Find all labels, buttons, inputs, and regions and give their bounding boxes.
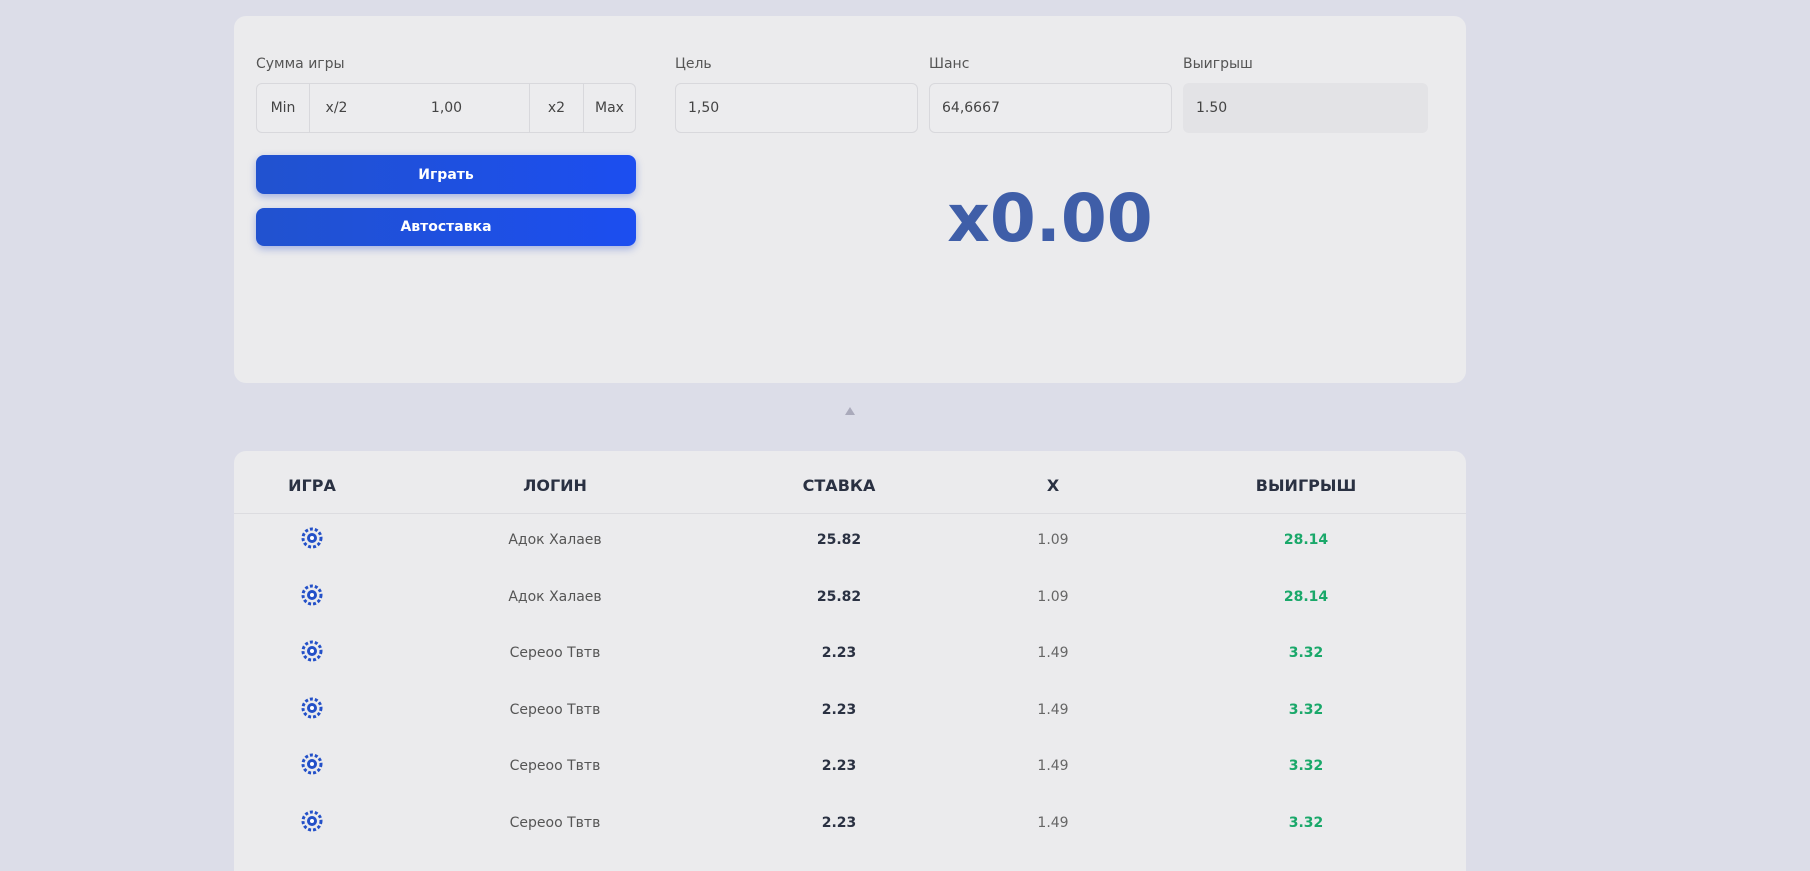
login: Адок Халаев	[508, 532, 602, 548]
bet-panel	[234, 16, 1466, 383]
header-divider	[234, 513, 1466, 514]
win-amount: 3.32	[1288, 645, 1324, 661]
bet-label: Сумма игры	[256, 56, 345, 72]
multiplier-value: 1.49	[1037, 702, 1069, 718]
page: Сумма игры Min x/2 1,00 x2 Max Цель 1,50…	[234, 16, 1466, 871]
login: Сереоо Твтв	[509, 702, 601, 718]
win-amount: 28.14	[1283, 532, 1329, 548]
game-icon	[301, 753, 323, 775]
multiplier-value: 1.49	[1037, 815, 1069, 831]
play-button[interactable]: Играть	[256, 155, 636, 194]
column-header: СТАВКА	[802, 476, 876, 495]
win-amount: 3.32	[1288, 758, 1324, 774]
column-header: ВЫИГРЫШ	[1255, 476, 1357, 495]
login: Сереоо Твтв	[509, 645, 601, 661]
login: Сереоо Твтв	[509, 758, 601, 774]
win-amount: 28.14	[1283, 589, 1329, 605]
max-button[interactable]: Max	[583, 83, 636, 133]
collapse-arrow[interactable]	[844, 406, 856, 416]
login: Сереоо Твтв	[509, 815, 601, 831]
target-label: Цель	[675, 56, 712, 72]
column-header: ИГРА	[288, 476, 336, 495]
game-icon	[301, 810, 323, 832]
target-input[interactable]: 1,50	[675, 83, 918, 133]
game-icon	[301, 697, 323, 719]
multiplier: x0.00	[947, 180, 1153, 257]
multiplier-value: 1.09	[1037, 532, 1069, 548]
bet-amount: 2.23	[821, 645, 857, 661]
payout-label: Выигрыш	[1183, 56, 1253, 72]
bet-amount: 25.82	[816, 589, 862, 605]
multiplier-value: 1.09	[1037, 589, 1069, 605]
history-table	[234, 451, 1466, 871]
half-button[interactable]: x/2	[309, 83, 364, 133]
win-amount: 3.32	[1288, 815, 1324, 831]
multiplier-value: 1.49	[1037, 645, 1069, 661]
multiplier-value: 1.49	[1037, 758, 1069, 774]
bet-amount: 25.82	[816, 532, 862, 548]
bet-amount: 2.23	[821, 815, 857, 831]
win-amount: 3.32	[1288, 702, 1324, 718]
chance-label: Шанс	[929, 56, 970, 72]
column-header: ЛОГИН	[523, 476, 587, 495]
bet-input[interactable]: 1,00	[363, 83, 530, 133]
payout-field: 1.50	[1183, 83, 1428, 133]
column-header: X	[1046, 476, 1060, 495]
game-icon	[301, 527, 323, 549]
game-icon	[301, 584, 323, 606]
double-button[interactable]: x2	[529, 83, 584, 133]
auto-button[interactable]: Автоставка	[256, 208, 636, 246]
game-icon	[301, 640, 323, 662]
chance-input[interactable]: 64,6667	[929, 83, 1172, 133]
min-button[interactable]: Min	[256, 83, 310, 133]
bet-amount: 2.23	[821, 758, 857, 774]
login: Адок Халаев	[508, 589, 602, 605]
bet-amount: 2.23	[821, 702, 857, 718]
